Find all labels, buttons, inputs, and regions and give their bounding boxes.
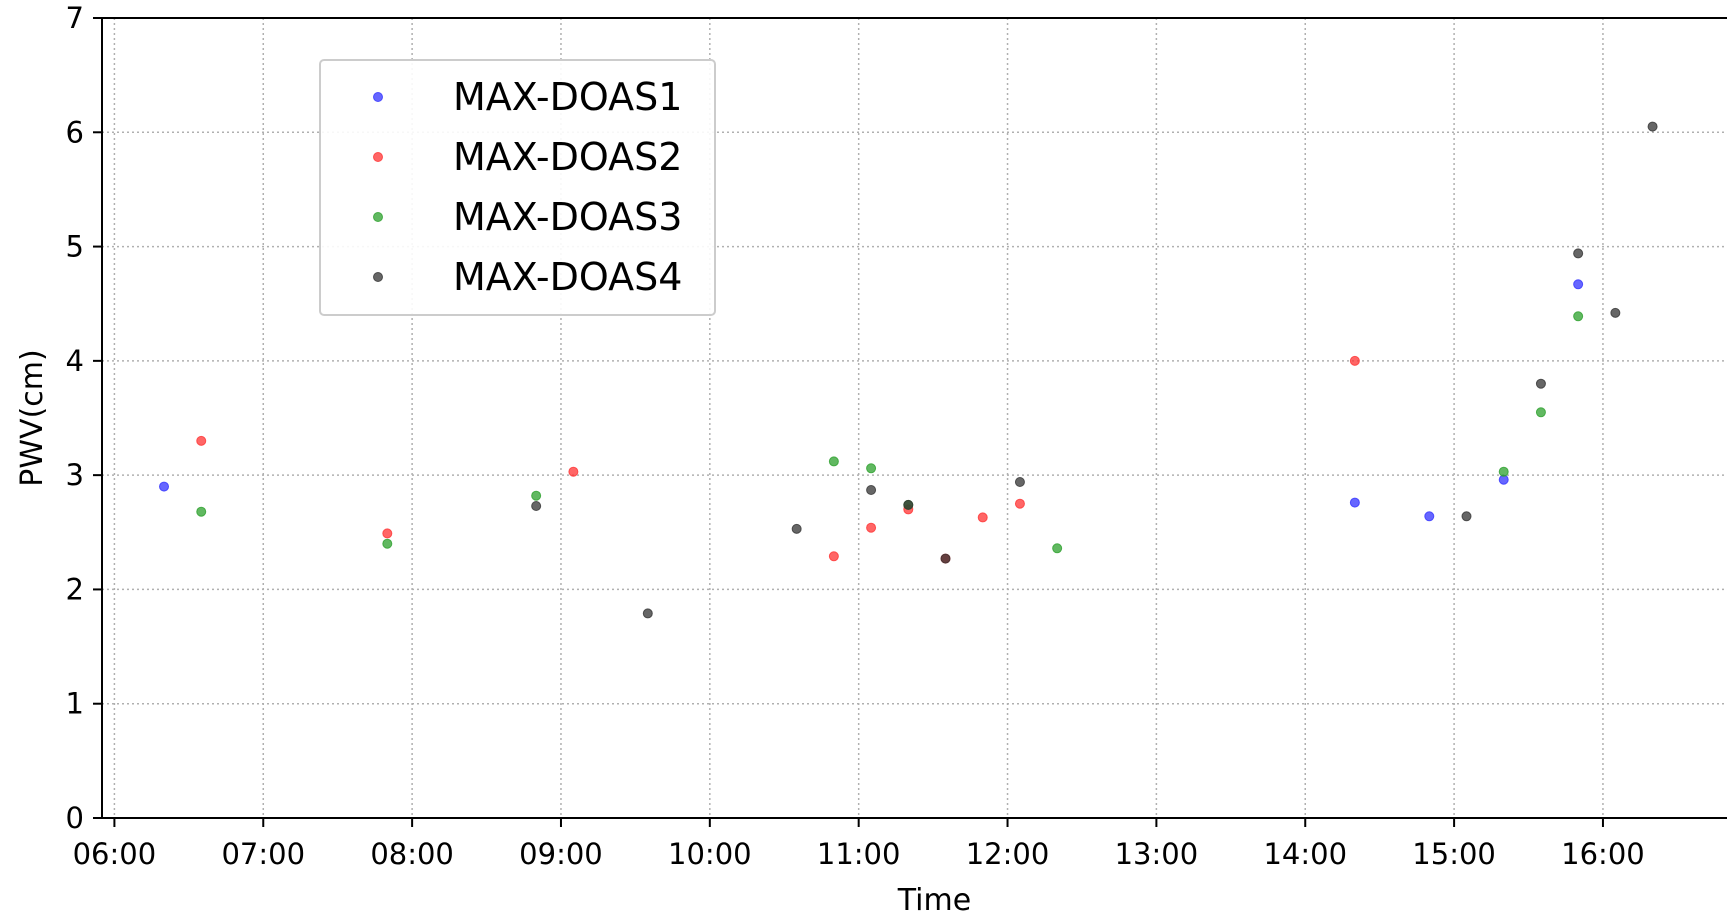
data-point <box>1573 248 1584 259</box>
data-point <box>977 512 988 523</box>
x-tick-label: 06:00 <box>73 837 157 871</box>
legend-marker <box>373 272 383 282</box>
data-point <box>828 456 839 467</box>
x-tick-label: 15:00 <box>1412 837 1496 871</box>
data-point <box>1349 355 1360 366</box>
series-max-doas3 <box>196 311 1584 554</box>
x-tick-label: 09:00 <box>519 837 603 871</box>
data-point <box>382 538 393 549</box>
y-tick-label: 5 <box>66 230 84 264</box>
legend: MAX-DOAS1 MAX-DOAS2 MAX-DOAS3 MAX-DOAS4 <box>319 59 716 316</box>
legend-marker <box>373 92 383 102</box>
legend-marker <box>373 152 383 162</box>
data-point <box>531 501 542 511</box>
legend-label: MAX-DOAS1 <box>453 75 682 119</box>
series-max-doas4 <box>531 121 1658 619</box>
data-point <box>1424 511 1435 522</box>
data-point <box>1573 311 1584 322</box>
legend-marker <box>373 212 383 222</box>
data-points <box>159 121 1658 619</box>
data-point <box>903 499 914 510</box>
data-point <box>1535 407 1546 418</box>
x-tick-label: 11:00 <box>817 837 901 871</box>
data-point <box>940 553 951 564</box>
x-tick-label: 14:00 <box>1263 837 1347 871</box>
legend-label: MAX-DOAS3 <box>453 195 682 239</box>
data-point <box>866 463 877 474</box>
data-point <box>531 490 542 501</box>
data-point <box>1535 378 1546 389</box>
legend-box <box>319 59 716 316</box>
y-tick-label: 6 <box>66 115 84 149</box>
y-tick-label: 4 <box>66 344 84 378</box>
data-point <box>1461 511 1472 522</box>
data-point <box>828 551 839 562</box>
data-point <box>1349 497 1360 508</box>
y-tick-label: 1 <box>66 687 84 721</box>
data-point <box>568 466 579 477</box>
x-axis-label: Time <box>897 883 971 917</box>
x-tick-label: 16:00 <box>1561 837 1645 871</box>
legend-label: MAX-DOAS2 <box>453 135 682 179</box>
y-tick-label: 7 <box>66 1 84 35</box>
data-point <box>642 608 653 619</box>
data-point <box>1498 466 1509 477</box>
series-max-doas2 <box>196 355 1360 564</box>
y-axis-label: PWV(cm) <box>15 349 50 486</box>
data-point <box>866 485 877 495</box>
data-point <box>1573 279 1584 290</box>
x-axis: 06:00 07:00 08:00 09:00 10:00 11:00 12:00 13:00… <box>73 818 1645 871</box>
data-point <box>1647 121 1658 132</box>
y-axis: 0 1 2 3 4 5 6 7 <box>66 1 102 835</box>
data-point <box>196 435 207 446</box>
x-tick-label: 10:00 <box>668 837 752 871</box>
data-point <box>382 528 393 539</box>
data-point <box>196 506 207 517</box>
x-tick-label: 13:00 <box>1115 837 1199 871</box>
y-tick-label: 3 <box>66 458 84 492</box>
data-point <box>866 522 877 533</box>
x-tick-label: 12:00 <box>966 837 1050 871</box>
data-point <box>1610 307 1621 318</box>
legend-label: MAX-DOAS4 <box>453 255 682 299</box>
data-point <box>1014 477 1025 487</box>
data-point <box>159 481 170 492</box>
y-tick-label: 2 <box>66 572 84 606</box>
data-point <box>791 523 802 534</box>
x-tick-label: 08:00 <box>370 837 454 871</box>
x-tick-label: 07:00 <box>221 837 305 871</box>
data-point <box>1052 543 1063 554</box>
data-point <box>1014 498 1025 509</box>
y-tick-label: 0 <box>66 801 84 835</box>
plot-frame <box>101 17 1727 819</box>
series-max-doas1 <box>159 279 1584 522</box>
